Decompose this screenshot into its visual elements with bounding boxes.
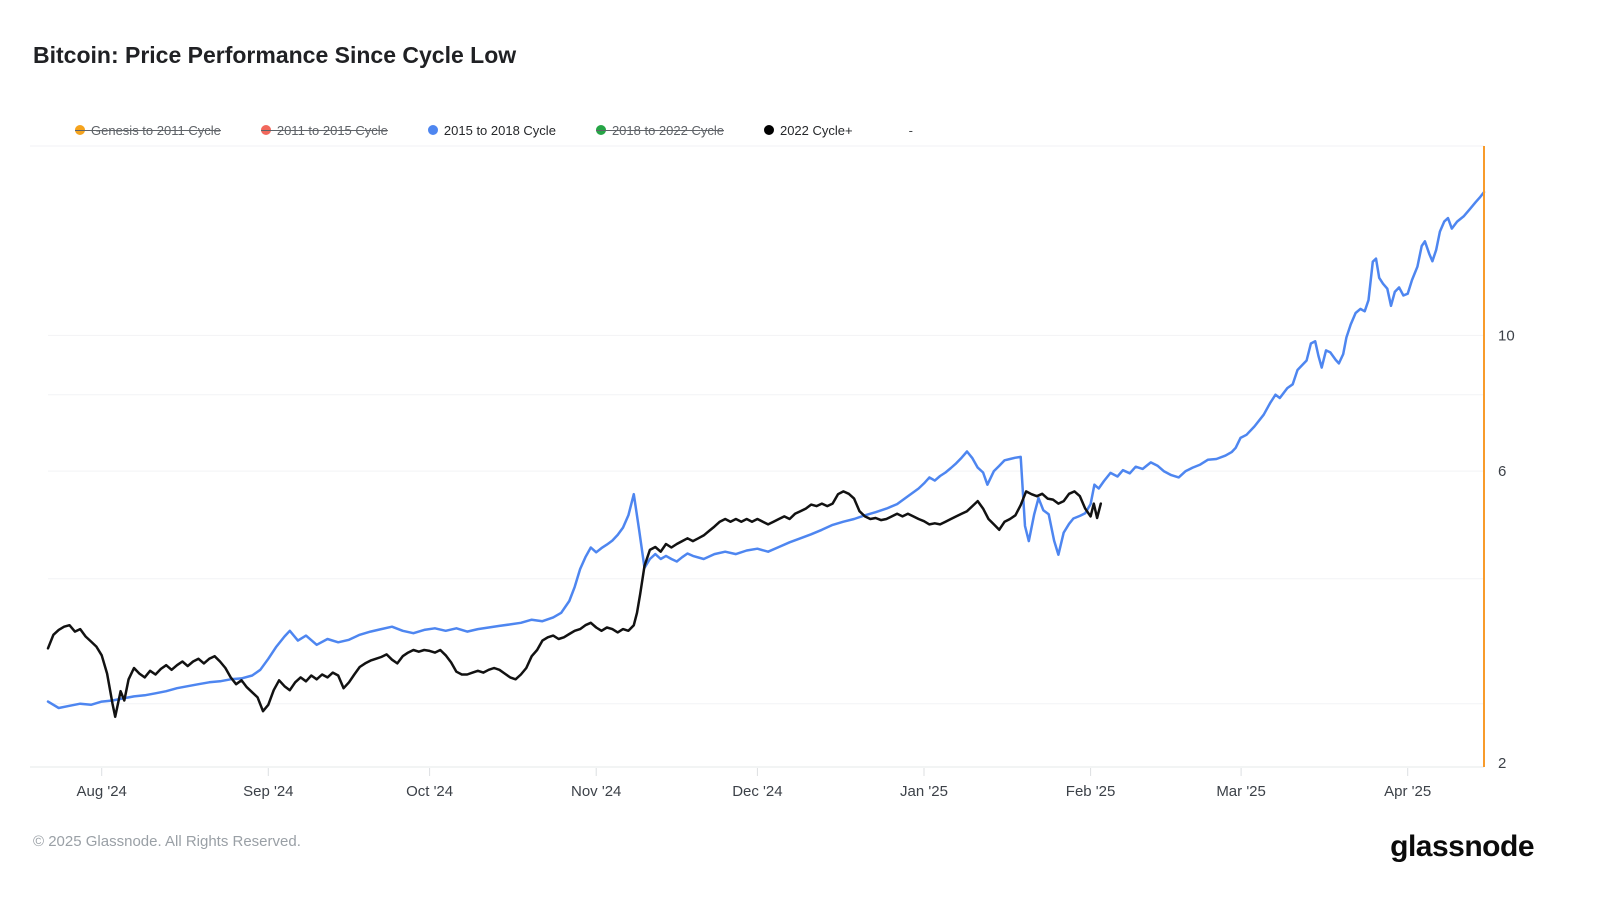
- page-title: Bitcoin: Price Performance Since Cycle L…: [33, 42, 517, 68]
- legend-item-2011-2015[interactable]: 2011 to 2015 Cycle: [260, 123, 388, 138]
- y-axis-label: 6: [1498, 463, 1506, 480]
- x-axis-label: Apr '25: [1384, 783, 1431, 800]
- x-axis-label: Nov '24: [571, 783, 621, 800]
- price-performance-chart[interactable]: Aug '24 Sep '24 Oct '24 Nov '24 Dec '24 Jan '…: [0, 0, 1600, 820]
- x-axis-label: Sep '24: [243, 783, 293, 800]
- series-line-2022-cycle-: [46, 490, 1103, 719]
- legend: Genesis to 2011 Cycle 2011 to 2015 Cycle 2…: [75, 121, 913, 139]
- legend-item-genesis-2011[interactable]: Genesis to 2011 Cycle: [75, 123, 221, 138]
- y-axis-label: 2: [1498, 755, 1506, 772]
- series-line-2015-to-2018-cycle: [46, 190, 1486, 710]
- legend-item-2022-plus[interactable]: 2022 Cycle+: [763, 122, 853, 138]
- legend-swatch-icon: [427, 125, 438, 135]
- legend-label: 2015 to 2018 Cycle: [443, 122, 556, 138]
- plot-area[interactable]: [48, 146, 1484, 767]
- legend-swatch-icon: [763, 125, 774, 135]
- legend-item-empty[interactable]: -: [909, 123, 913, 138]
- legend-item-2015-2018[interactable]: 2015 to 2018 Cycle: [427, 122, 556, 138]
- x-axis-label: Feb '25: [1066, 783, 1116, 800]
- x-axis-label: Dec '24: [732, 783, 782, 800]
- x-axis-label: Mar '25: [1216, 783, 1266, 800]
- x-axis-label: Jan '25: [900, 783, 948, 800]
- legend-label: -: [908, 122, 913, 138]
- glassnode-logo: glassnode: [1390, 830, 1534, 863]
- y-axis-label: 10: [1498, 327, 1515, 344]
- copyright-text: © 2025 Glassnode. All Rights Reserved.: [33, 833, 301, 850]
- x-axis-label: Oct '24: [406, 783, 453, 800]
- legend-item-2018-2022[interactable]: 2018 to 2022 Cycle: [595, 123, 724, 138]
- x-axis-label: Aug '24: [76, 783, 126, 800]
- legend-label: 2022 Cycle+: [779, 122, 853, 138]
